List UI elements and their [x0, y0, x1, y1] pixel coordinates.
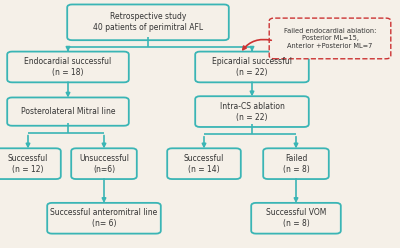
Text: Failed
(n = 8): Failed (n = 8): [283, 154, 309, 174]
Text: Retrospective study
40 patients of perimitral AFL: Retrospective study 40 patients of perim…: [93, 12, 203, 32]
Text: Failed endocardial ablation:
Posterior ML=15,
Anterior +Posterior ML=7: Failed endocardial ablation: Posterior M…: [284, 28, 376, 49]
FancyBboxPatch shape: [0, 148, 61, 179]
FancyBboxPatch shape: [251, 203, 341, 234]
Text: Epicardial successful
(n = 22): Epicardial successful (n = 22): [212, 57, 292, 77]
Text: Unsuccessful
(n=6): Unsuccessful (n=6): [79, 154, 129, 174]
Text: Intra-CS ablation
(n = 22): Intra-CS ablation (n = 22): [220, 101, 284, 122]
FancyBboxPatch shape: [71, 148, 137, 179]
Text: Posterolateral Mitral line: Posterolateral Mitral line: [21, 107, 115, 116]
FancyBboxPatch shape: [7, 97, 129, 126]
Text: Endocardial successful
(n = 18): Endocardial successful (n = 18): [24, 57, 112, 77]
FancyBboxPatch shape: [195, 52, 309, 82]
Text: Successful
(n = 12): Successful (n = 12): [8, 154, 48, 174]
FancyBboxPatch shape: [263, 148, 329, 179]
FancyBboxPatch shape: [67, 4, 229, 40]
FancyBboxPatch shape: [167, 148, 241, 179]
FancyBboxPatch shape: [47, 203, 161, 234]
FancyBboxPatch shape: [7, 52, 129, 82]
FancyBboxPatch shape: [195, 96, 309, 127]
Text: Successful
(n = 14): Successful (n = 14): [184, 154, 224, 174]
Text: Successful anteromitral line
(n= 6): Successful anteromitral line (n= 6): [50, 208, 158, 228]
FancyBboxPatch shape: [269, 18, 391, 59]
Text: Successful VOM
(n = 8): Successful VOM (n = 8): [266, 208, 326, 228]
